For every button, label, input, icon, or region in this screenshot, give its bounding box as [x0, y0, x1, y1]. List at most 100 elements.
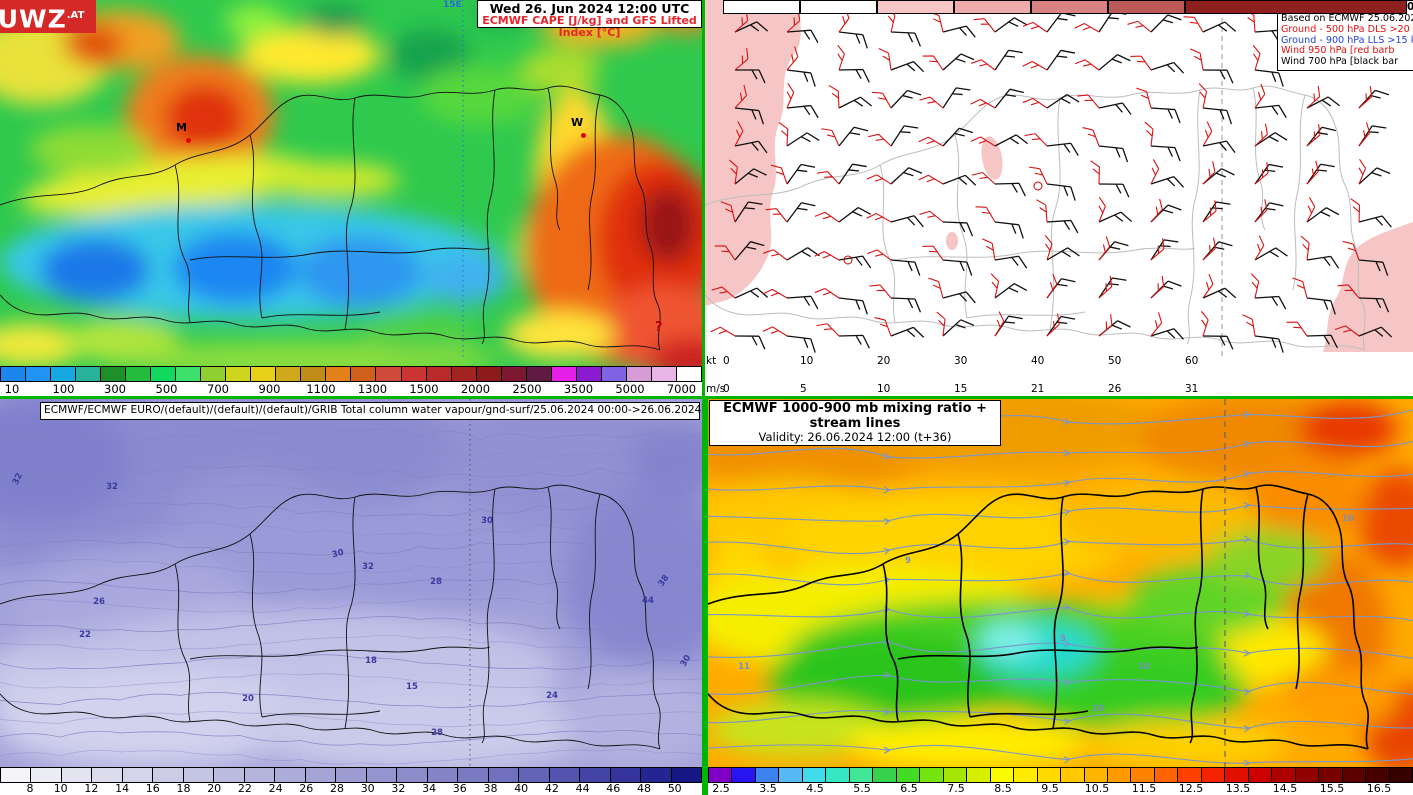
- scale-cell: [1201, 767, 1226, 783]
- scale-tick-label: 12.5: [1178, 782, 1204, 795]
- scale-cell: [244, 767, 276, 783]
- scale-cell: [1107, 767, 1132, 783]
- scale-tick-label: 1300: [357, 382, 388, 396]
- scale-tick-label: 42: [544, 782, 559, 795]
- scale-cell: [351, 366, 377, 382]
- scale-tick-label: 10.5: [1084, 782, 1110, 795]
- scale-cell: [580, 767, 611, 783]
- scale-tick-label: 500: [155, 382, 178, 396]
- scale-cell: [1178, 767, 1202, 783]
- shear-shaded-areas: [705, 0, 1413, 352]
- contour-label: 32: [362, 562, 374, 572]
- wind-barb-field: [710, 7, 1393, 353]
- ms-tick: 10: [877, 383, 891, 395]
- scale-tick-label: 1100: [306, 382, 336, 396]
- scale-tick-label: 3.5: [759, 782, 777, 795]
- state-borders: [0, 85, 661, 351]
- meridian-label: 15E: [443, 0, 462, 10]
- wind-scale-kt-row: kt 0 10 20 30 40 50 60: [705, 355, 1413, 368]
- scale-cell: [201, 366, 227, 382]
- contour-label: 10: [1092, 704, 1104, 714]
- vapour-map-canvas: [0, 399, 702, 767]
- vapour-color-scale: [0, 767, 702, 783]
- ms-tick: 26: [1108, 383, 1122, 395]
- contour-label: 32: [106, 482, 118, 492]
- panel-water-vapour-map: ECMWF/ECMWF EURO/(default)/(default)/(de…: [0, 399, 702, 795]
- scale-cell: [1084, 767, 1108, 783]
- legend-line: Ground - 500 hPa DLS >20 k: [1281, 23, 1413, 35]
- scale-cell: [708, 767, 733, 783]
- scale-tick-label: 44: [575, 782, 590, 795]
- scale-tick-label: 46: [606, 782, 621, 795]
- scale-tick-label: 28: [330, 782, 344, 795]
- legend-line: Ground - 900 hPa LLS >15 kn |: [1281, 34, 1413, 46]
- scale-cell: [376, 366, 402, 382]
- scale-tick-label: 22: [237, 782, 252, 795]
- vapour-title: ECMWF/ECMWF EURO/(default)/(default)/(de…: [40, 402, 702, 420]
- wind-scale-ms-row: m/s 0 5 10 15 21 26 31: [705, 383, 1413, 396]
- scale-tick-label: 38: [483, 782, 498, 795]
- scale-cell: [1061, 767, 1085, 783]
- scale-cell: [401, 366, 427, 382]
- contour-label: 28: [431, 728, 443, 738]
- scale-cell: [301, 366, 327, 382]
- contour-label: 30: [481, 516, 493, 526]
- ms-tick: 31: [1185, 383, 1199, 395]
- scale-cell: [92, 767, 123, 783]
- station-circles: [843, 181, 1043, 265]
- scale-tick-label: 34: [422, 782, 437, 795]
- kt-tick: 30: [954, 355, 968, 367]
- city-dot-w: [581, 133, 586, 138]
- uwz-logo[interactable]: UWZ.AT: [0, 0, 96, 33]
- scale-tick-label: 300: [104, 382, 126, 396]
- mixing-map-canvas: [708, 399, 1413, 767]
- mixing-title-param: ECMWF 1000-900 mb mixing ratio + stream …: [723, 401, 987, 431]
- scale-cell: [122, 767, 154, 783]
- scale-cell: [526, 366, 552, 382]
- scale-tick-label: 36: [452, 782, 467, 795]
- kt-tick: 60: [1185, 355, 1199, 367]
- scale-cell: [76, 366, 102, 382]
- scale-tick-label: 32: [391, 782, 406, 795]
- scale-cell: [31, 767, 62, 783]
- scale-tick-label: 100: [52, 382, 75, 396]
- scale-cell: [61, 767, 93, 783]
- ms-tick: 21: [1031, 383, 1045, 395]
- scale-tick-label: 6.5: [900, 782, 918, 795]
- scale-tick-label: 10: [4, 382, 20, 396]
- scale-cell: [275, 767, 306, 783]
- scale-cell: [800, 0, 877, 14]
- scale-tick-label: 2000: [460, 382, 491, 396]
- scale-tick-label: 900: [258, 382, 281, 396]
- ms-tick: 15: [954, 383, 968, 395]
- scale-cell: [601, 366, 627, 382]
- scale-cell: [251, 366, 277, 382]
- city-marker-m: M: [176, 121, 187, 134]
- scale-cell: [1037, 767, 1062, 783]
- scale-cell: [1342, 767, 1367, 783]
- scale-cell: [943, 767, 968, 783]
- scale-cell: [1389, 767, 1413, 783]
- scale-cell: [326, 366, 352, 382]
- vapour-scale-labels: 8 10 12 14 16 18 20 22 24 26 28 30 32 34 36 38 40 42 44 46 4…: [0, 782, 702, 795]
- scale-tick-label: 7.5: [947, 782, 965, 795]
- scale-cell: [1154, 767, 1179, 783]
- scale-cell: [214, 767, 245, 783]
- legend-line: Wind 950 hPa [red barb: [1281, 45, 1395, 57]
- scale-cell: [755, 767, 780, 783]
- scale-tick-label: 13.5: [1225, 782, 1251, 795]
- cape-scale-labels: 10 100 300 500 700 900 1100 1300 1500 2000 2500 350…: [0, 382, 702, 396]
- scale-cell: [1295, 767, 1320, 783]
- scale-cell: [1185, 0, 1407, 14]
- scale-cell: [305, 767, 337, 783]
- scale-tick-label: 4.5: [806, 782, 824, 795]
- scale-cell: [153, 767, 184, 783]
- contour-label: 9: [905, 556, 911, 566]
- scale-cell: [427, 767, 459, 783]
- cape-map-canvas: [0, 0, 702, 366]
- scale-cell: [51, 366, 77, 382]
- scale-tick-label: 10: [53, 782, 68, 795]
- cape-color-scale: [0, 366, 702, 382]
